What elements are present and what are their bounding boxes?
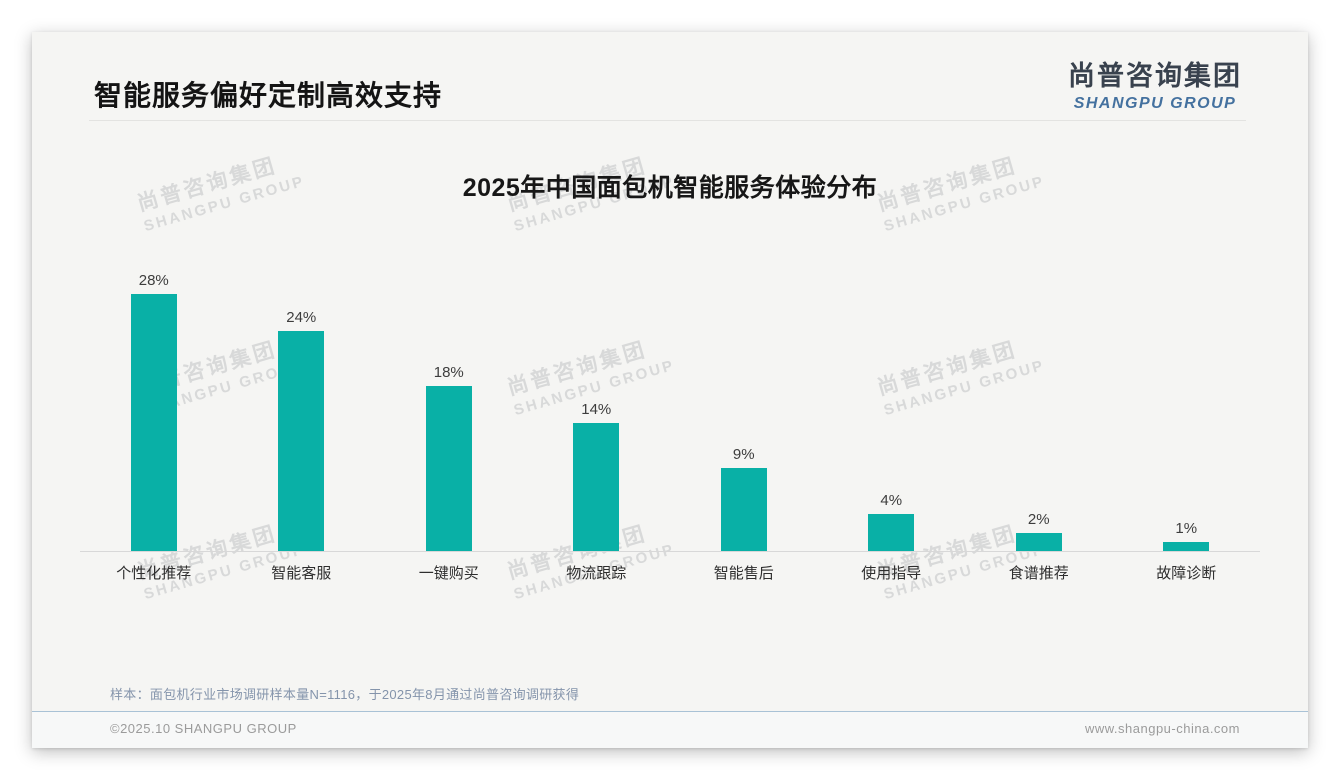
bar-value-label: 4%: [880, 492, 903, 510]
bar: [868, 514, 915, 551]
bar-slot: 24%: [228, 309, 376, 551]
bar-value-label: 18%: [433, 363, 464, 381]
bar-value-label: 14%: [581, 400, 612, 418]
category-label: 故障诊断: [1156, 565, 1217, 582]
header-divider: [89, 120, 1246, 121]
bar-slot: 2%: [965, 511, 1113, 551]
slide-content: 智能服务偏好定制高效支持 尚普咨询集团 SHANGPU GROUP 2025年中…: [32, 32, 1308, 748]
slide-footer: ©2025.10 SHANGPU GROUP www.shangpu-china…: [32, 711, 1308, 748]
bar: [573, 422, 620, 551]
bar: [720, 468, 767, 551]
copyright-text: ©2025.10 SHANGPU GROUP: [110, 721, 297, 736]
category-label: 个性化推荐: [116, 565, 192, 582]
logo-cn-text: 尚普咨询集团: [1068, 61, 1242, 91]
category-axis: 个性化推荐 智能客服 一键购买 物流跟踪 智能售后 使用指导 食谱推荐 故障诊断: [80, 562, 1260, 583]
company-logo: 尚普咨询集团 SHANGPU GROUP: [1068, 54, 1242, 113]
category-label: 智能售后: [713, 565, 774, 582]
category-label: 一键购买: [418, 565, 479, 582]
page-title: 智能服务偏好定制高效支持: [94, 80, 443, 111]
bar-value-label: 1%: [1175, 519, 1198, 537]
bar-slot: 14%: [523, 400, 671, 551]
logo-en-text: SHANGPU GROUP: [1073, 95, 1237, 112]
bar-slot: 9%: [670, 446, 818, 551]
bar-chart-plot: 28% 24% 18% 14% 9% 4% 2% 1%: [80, 272, 1260, 552]
bar: [1015, 532, 1062, 551]
bar-slot: 28%: [80, 272, 228, 551]
category-label: 智能客服: [271, 565, 332, 582]
category-label: 使用指导: [861, 565, 922, 582]
bar-value-label: 2%: [1027, 510, 1050, 528]
bar: [425, 385, 472, 551]
bar-value-label: 9%: [732, 446, 755, 464]
bar-value-label: 24%: [286, 308, 317, 326]
bar: [130, 294, 177, 551]
bar-slot: 4%: [818, 492, 966, 551]
sample-note: 样本：面包机行业市场调研样本量N=1116，于2025年8月通过尚普咨询调研获得: [110, 687, 580, 702]
bar: [1163, 541, 1210, 551]
bar-slot: 1%: [1113, 520, 1261, 551]
website-text: www.shangpu-china.com: [1084, 721, 1240, 736]
category-label: 物流跟踪: [566, 565, 627, 582]
bar: [278, 330, 325, 551]
bar-slot: 18%: [375, 364, 523, 551]
chart-title: 2025年中国面包机智能服务体验分布: [462, 174, 878, 202]
slide-card: 尚普咨询集团 SHANGPU GROUP 尚普咨询集团 SHANGPU GROUP 尚普…: [32, 32, 1308, 748]
category-label: 食谱推荐: [1008, 565, 1069, 582]
bar-value-label: 28%: [138, 272, 169, 289]
